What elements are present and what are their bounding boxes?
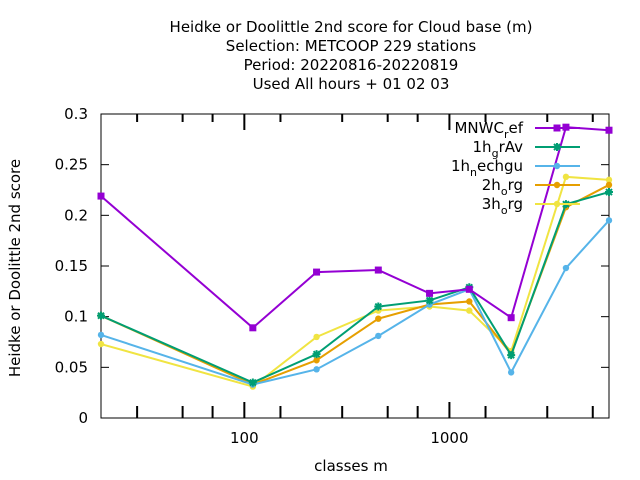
data-point	[375, 332, 382, 340]
data-point	[562, 173, 570, 181]
series-2	[97, 217, 613, 388]
chart-title: Heidke or Doolittle 2nd score for Cloud …	[170, 18, 533, 93]
y-tick-label: 0.15	[55, 257, 88, 275]
data-point	[507, 314, 515, 322]
x-tick-label: 100	[230, 429, 259, 447]
series-4	[97, 173, 613, 390]
data-point	[249, 324, 257, 332]
legend-swatch-marker	[553, 143, 561, 151]
title-line-3: Period: 20220816-20220819	[244, 56, 459, 74]
data-point	[313, 333, 320, 341]
data-point	[313, 357, 320, 364]
data-point	[605, 217, 613, 224]
legend-label-3: 2horg	[482, 176, 523, 198]
data-point	[605, 126, 613, 134]
legend-label-1: 1hgrAv	[473, 138, 524, 160]
x-axis-label: classes m	[314, 457, 388, 475]
data-point	[465, 285, 473, 293]
data-point	[374, 302, 383, 311]
data-point	[97, 192, 105, 200]
legend-swatch-marker	[553, 181, 561, 189]
y-tick-label: 0.25	[55, 156, 88, 174]
plot-frame	[100, 113, 610, 419]
data-point	[426, 289, 434, 297]
series-line	[100, 191, 610, 384]
data-point	[425, 296, 434, 305]
legend-label-4: 3horg	[482, 195, 523, 217]
legend-swatch-marker	[553, 162, 561, 170]
data-point	[605, 176, 613, 184]
data-point	[313, 366, 320, 373]
plot-border	[100, 113, 610, 419]
title-line-2: Selection: METCOOP 229 stations	[226, 37, 477, 55]
data-point	[97, 331, 105, 339]
series-3	[97, 181, 613, 388]
data-point	[466, 298, 473, 305]
axis-ticks: 0 0.05 0.1 0.15 0.2 0.25 0.3 100 1000	[55, 105, 609, 447]
legend-swatch-marker	[553, 200, 561, 208]
y-tick-label: 0.2	[64, 206, 88, 224]
data-point	[507, 369, 515, 376]
data-point	[562, 264, 570, 272]
title-line-1: Heidke or Doolittle 2nd score for Cloud …	[170, 18, 533, 36]
legend-label-2: 1hnechgu	[451, 157, 523, 179]
data-point	[605, 188, 613, 197]
title-line-4: Used All hours + 01 02 03	[253, 75, 450, 93]
series-1	[97, 188, 613, 387]
y-tick-label: 0.05	[55, 358, 88, 376]
y-tick-label: 0.1	[64, 308, 88, 326]
data-point	[97, 340, 105, 348]
y-tick-label: 0	[78, 409, 88, 427]
y-axis-label: Heidke or Doolittle 2nd score	[6, 159, 24, 377]
data-point	[97, 311, 105, 320]
series-line	[100, 175, 610, 388]
data-point	[466, 307, 473, 314]
legend-swatch-marker	[553, 124, 561, 132]
data-point	[507, 351, 516, 360]
series-lines	[97, 123, 613, 390]
series-0	[97, 123, 613, 332]
y-tick-label: 0.3	[64, 105, 88, 123]
data-point	[313, 268, 321, 276]
data-point	[605, 181, 613, 189]
data-point	[312, 350, 321, 359]
data-point	[375, 315, 382, 322]
legend-label-0: MNWCref	[454, 119, 523, 141]
data-point	[374, 266, 382, 274]
x-tick-label: 1000	[430, 429, 468, 447]
data-point	[248, 378, 257, 387]
